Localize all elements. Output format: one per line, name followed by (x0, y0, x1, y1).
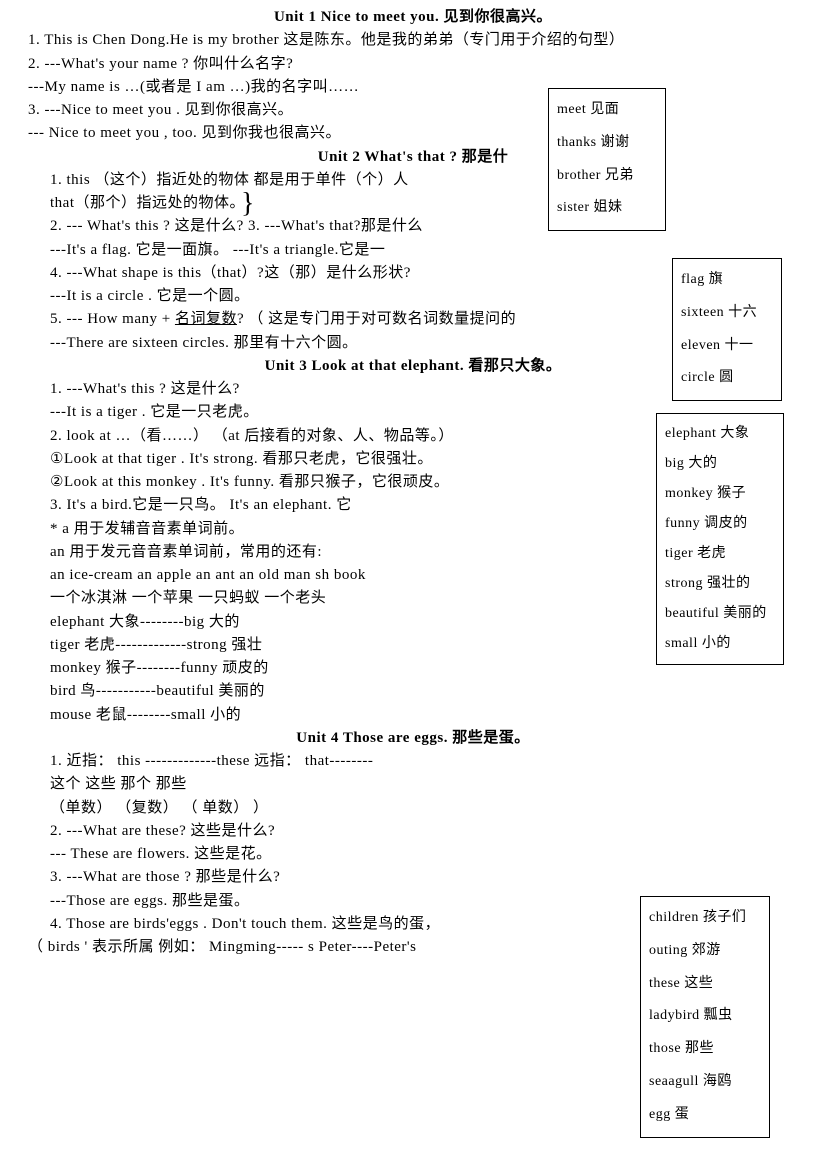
u4-line4: 2. ---What are these? 这些是什么? (28, 820, 798, 843)
u1-line4: 3. ---Nice to meet you . 见到你很高兴。 (28, 99, 798, 122)
vocab2-item: flag 旗 (681, 265, 773, 296)
vocab3-item: funny 调皮的 (665, 510, 775, 538)
vocab2-item: circle 圆 (681, 363, 773, 394)
vocab4-item: seaagull 海鸥 (649, 1067, 761, 1098)
vocab4-item: those 那些 (649, 1034, 761, 1065)
vocab4-item: egg 蛋 (649, 1100, 761, 1131)
u4-line5: --- These are flowers. 这些是花。 (28, 843, 798, 866)
vocab1-item: sister 姐妹 (557, 193, 657, 224)
vocab4-item: outing 郊游 (649, 936, 761, 967)
u1-line2: 2. ---What's your name ? 你叫什么名字? (28, 53, 798, 76)
vocab3-item: small 小的 (665, 630, 775, 658)
unit1-title: Unit 1 Nice to meet you. 见到你很高兴。 (28, 6, 798, 29)
vocab4-item: these 这些 (649, 969, 761, 1000)
u3-line15: mouse 老鼠--------small 小的 (28, 704, 798, 727)
vocab-box-1: meet 见面 thanks 谢谢 brother 兄弟 sister 姐妹 (548, 88, 666, 231)
unit2-title: Unit 2 What's that ? 那是什 (28, 146, 798, 169)
vocab4-item: ladybird 瓢虫 (649, 1001, 761, 1032)
u1-line1: 1. This is Chen Dong.He is my brother 这是… (28, 29, 798, 52)
vocab2-item: sixteen 十六 (681, 298, 773, 329)
vocab-box-3: elephant 大象 big 大的 monkey 猴子 funny 调皮的 t… (656, 413, 784, 665)
vocab-box-4: children 孩子们 outing 郊游 these 这些 ladybird… (640, 896, 770, 1138)
u3-line14: bird 鸟-----------beautiful 美丽的 (28, 680, 798, 703)
vocab1-item: brother 兄弟 (557, 161, 657, 192)
vocab1-item: thanks 谢谢 (557, 128, 657, 159)
u2-howmany-pre: 5. --- How many + (50, 311, 175, 327)
u1-line5: --- Nice to meet you , too. 见到你我也很高兴。 (28, 122, 798, 145)
vocab3-item: elephant 大象 (665, 420, 775, 448)
vocab3-item: big 大的 (665, 450, 775, 478)
unit4-title: Unit 4 Those are eggs. 那些是蛋。 (28, 727, 798, 750)
u1-line3: ---My name is …(或者是 I am …)我的名字叫…… (28, 76, 798, 99)
brace-icon: } (241, 193, 255, 215)
u2-howmany-post: ? （ 这是专门用于对可数名词数量提问的 (237, 311, 516, 327)
vocab-box-2: flag 旗 sixteen 十六 eleven 十一 circle 圆 (672, 258, 782, 401)
vocab1-item: meet 见面 (557, 95, 657, 126)
u4-line1: 1. 近指： this -------------these 远指： that-… (28, 750, 798, 773)
vocab3-item: monkey 猴子 (665, 480, 775, 508)
u2-line1: 1. this （这个）指近处的物体 都是用于单件（个）人 (28, 169, 798, 192)
underline-noun-plural: 名词复数 (175, 311, 237, 327)
u2-line2: that（那个）指远处的物体。} (28, 192, 798, 215)
vocab3-item: tiger 老虎 (665, 540, 775, 568)
u4-line6: 3. ---What are those ? 那些是什么? (28, 866, 798, 889)
vocab4-item: children 孩子们 (649, 903, 761, 934)
vocab2-item: eleven 十一 (681, 331, 773, 362)
u4-line3: （单数） （复数） （ 单数） ） (28, 797, 798, 820)
u2-that-text: that（那个）指远处的物体。 (50, 195, 245, 211)
u4-line2: 这个 这些 那个 那些 (28, 773, 798, 796)
vocab3-item: beautiful 美丽的 (665, 600, 775, 628)
vocab3-item: strong 强壮的 (665, 570, 775, 598)
u2-line3: 2. --- What's this ? 这是什么? 3. ---What's … (28, 215, 798, 238)
